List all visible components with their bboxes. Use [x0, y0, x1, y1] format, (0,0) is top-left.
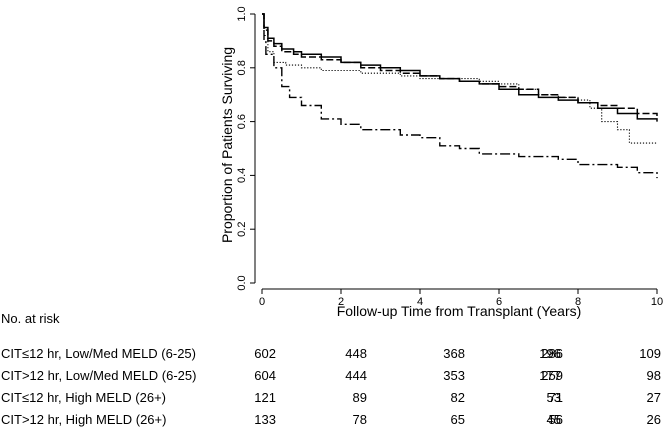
- risk-cell: 65: [450, 412, 465, 427]
- risk-cell: 56: [548, 412, 563, 427]
- risk-cell: 602: [254, 346, 276, 361]
- chart-axes: 0.0 0.2 0.4 0.6 0.8 1.0 0 2 4 6 8 10: [236, 6, 663, 308]
- risk-cell: 121: [254, 390, 276, 405]
- risk-cell: 286: [541, 346, 563, 361]
- risk-cell: 177: [539, 368, 561, 383]
- risk-cell: 368: [443, 346, 465, 361]
- risk-cell: 26: [646, 412, 661, 427]
- x-tick-label: 2: [338, 296, 344, 308]
- survival-curve-2: [262, 13, 658, 117]
- y-axis-label: Proportion of Patients Surviving: [219, 47, 235, 243]
- risk-cell: 45: [546, 412, 561, 427]
- risk-cell: 98: [646, 368, 661, 383]
- x-tick-label: 10: [651, 296, 663, 308]
- risk-cell: 78: [352, 412, 367, 427]
- survival-curve-4: [262, 13, 658, 179]
- x-tick-label: 4: [417, 296, 423, 308]
- survival-curve-3: [262, 13, 657, 144]
- x-tick-label: 0: [259, 296, 265, 308]
- risk-cell: 53: [546, 390, 561, 405]
- x-tick-label: 6: [496, 296, 502, 308]
- risk-cell: 71: [548, 390, 563, 405]
- y-tick-label: 0.8: [236, 60, 248, 75]
- risk-table-header: No. at risk: [1, 311, 60, 326]
- risk-cell: 89: [352, 390, 367, 405]
- risk-cell: 109: [639, 346, 661, 361]
- risk-cell: 448: [345, 346, 367, 361]
- risk-cell: 353: [443, 368, 465, 383]
- risk-row-label: CIT>12 hr, Low/Med MELD (6-25): [1, 368, 197, 383]
- risk-cell: 444: [345, 368, 367, 383]
- y-tick-label: 0.6: [236, 114, 248, 129]
- y-tick-label: 1.0: [236, 6, 248, 21]
- y-tick-label: 0.4: [236, 168, 248, 183]
- risk-cell: 196: [539, 346, 561, 361]
- risk-cell: 133: [254, 412, 276, 427]
- x-tick-label: 8: [575, 296, 581, 308]
- risk-cell: 27: [646, 390, 661, 405]
- risk-cell: 82: [450, 390, 465, 405]
- risk-row-label: CIT>12 hr, High MELD (26+): [1, 412, 167, 427]
- x-axis-label: Follow-up Time from Transplant (Years): [337, 303, 582, 319]
- risk-row-label: CIT≤12 hr, Low/Med MELD (6-25): [1, 346, 196, 361]
- risk-row-label: CIT≤12 hr, High MELD (26+): [1, 390, 167, 405]
- risk-cell: 604: [254, 368, 276, 383]
- chart-plot-area: [262, 13, 658, 179]
- risk-cell: 259: [541, 368, 563, 383]
- y-tick-label: 0.2: [236, 222, 248, 237]
- y-tick-label: 0.0: [236, 275, 248, 290]
